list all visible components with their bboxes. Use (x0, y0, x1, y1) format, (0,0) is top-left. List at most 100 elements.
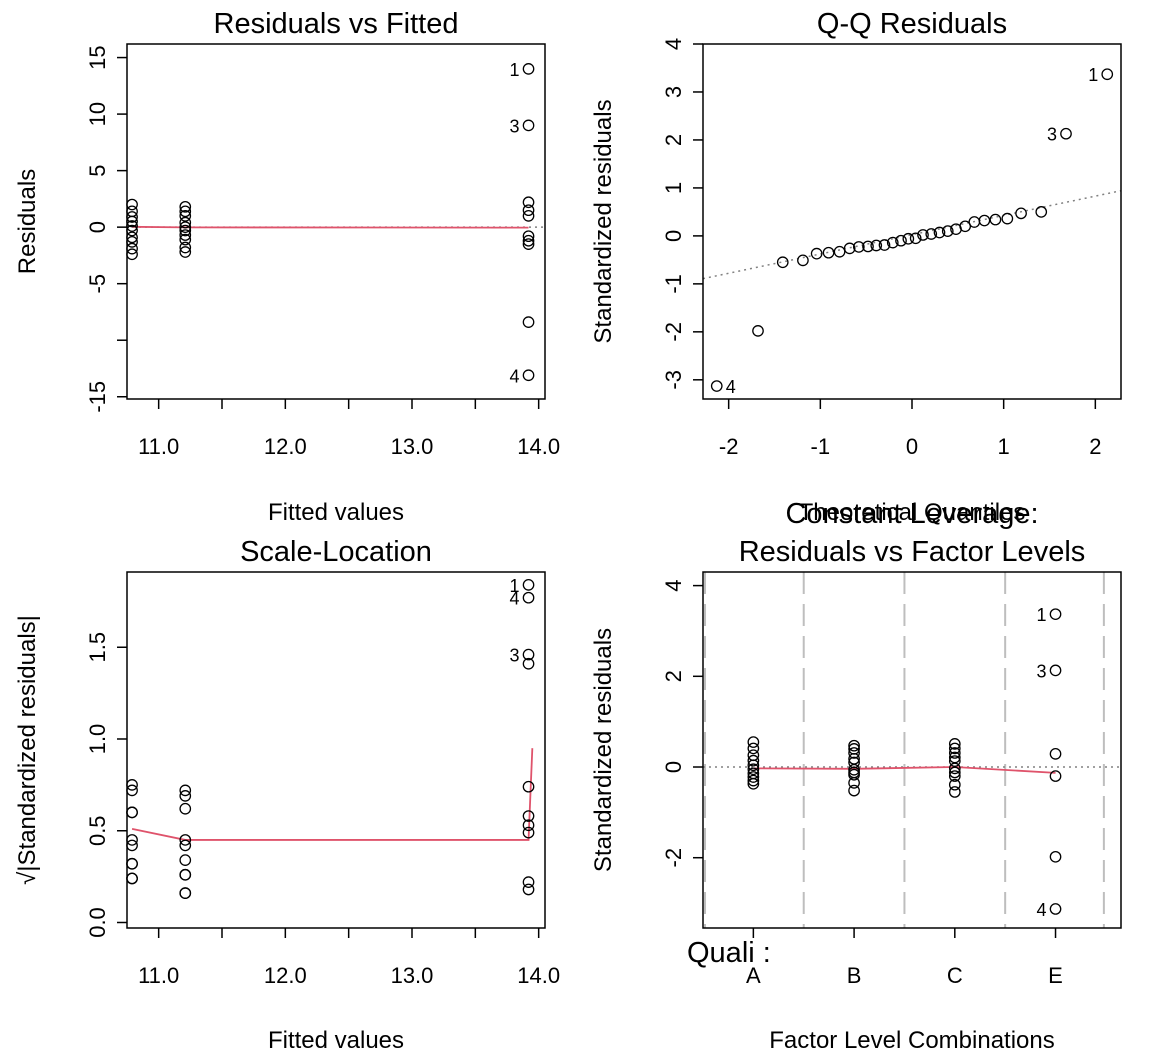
data-point (179, 209, 192, 222)
data-point (776, 256, 789, 269)
y-tick-label: 10 (85, 102, 110, 126)
qq-reference-line (702, 189, 1122, 280)
data-point (522, 63, 535, 75)
data-point (179, 868, 192, 881)
data-point (522, 119, 535, 132)
point-label: 3 (1047, 125, 1057, 145)
data-point (862, 240, 874, 253)
point-label: 1 (1037, 605, 1047, 625)
data-point (179, 224, 192, 237)
x-tick-label: -2 (719, 434, 739, 459)
x-tick-label: 0 (906, 434, 918, 459)
data-point (747, 774, 760, 787)
x-axis-label: Theoretical Quantiles (799, 499, 1026, 526)
data-point (179, 221, 192, 234)
x-tick-label: A (746, 963, 761, 988)
data-point (1035, 206, 1048, 218)
x-tick-label: B (847, 963, 862, 988)
y-tick-label: 3 (661, 86, 686, 98)
data-point (179, 802, 192, 815)
y-tick-label: -2 (661, 848, 686, 868)
data-point (886, 236, 899, 249)
data-point (1001, 212, 1014, 225)
data-point (747, 763, 760, 776)
point-label: 4 (510, 366, 520, 386)
data-point (747, 742, 760, 755)
data-point (833, 245, 846, 258)
point-label: 4 (510, 589, 520, 609)
plot-frame (126, 571, 546, 929)
data-point (522, 810, 535, 822)
data-point (902, 232, 915, 245)
data-point (747, 736, 760, 748)
plot-title: Q-Q Residuals (817, 8, 1007, 40)
data-point (179, 834, 192, 846)
data-point (1049, 770, 1062, 782)
x-tick-label: 2 (1089, 434, 1101, 459)
data-point (948, 755, 961, 767)
data-point (179, 839, 192, 852)
data-point (870, 239, 883, 252)
smooth-line (753, 766, 1056, 774)
y-tick-label: -5 (85, 274, 110, 294)
x-tick-label: E (1048, 963, 1063, 988)
residuals-vs-factor-levels-panel: 1 3 4 A B C E -2 0 2 4 Constant Leverage: Residuals … (590, 498, 1122, 1054)
data-point (948, 747, 961, 759)
y-tick-label: 2 (661, 134, 686, 146)
data-point (848, 739, 860, 752)
qq-residuals-panel: 1 3 4 -2 -1 0 1 2 -3 -2 -1 0 1 2 3 4 Q-Q Residuals Theore… (590, 8, 1122, 526)
data-point (179, 784, 192, 797)
point-label: 4 (1037, 900, 1047, 920)
data-point (948, 786, 961, 798)
data-point (522, 883, 535, 896)
data-point (948, 738, 961, 750)
data-point (522, 196, 535, 209)
data-point (179, 887, 192, 899)
data-point (909, 232, 922, 245)
data-point (179, 790, 192, 802)
data-point (843, 242, 856, 255)
data-point (1049, 608, 1062, 621)
y-tick-label: -2 (661, 322, 686, 342)
y-axis-label: √|Standardized residuals| (14, 615, 41, 885)
data-point (1060, 127, 1072, 140)
data-point (848, 763, 860, 776)
data-point (179, 233, 192, 246)
x-tick-label: 12.0 (264, 434, 307, 459)
data-point (522, 238, 535, 250)
data-point (810, 247, 823, 260)
data-point (989, 213, 1002, 226)
data-point (848, 784, 860, 797)
x-tick-label: 1 (998, 434, 1010, 459)
y-tick-label: -1 (661, 274, 686, 294)
data-point (848, 777, 860, 789)
data-point (179, 200, 192, 213)
y-tick-label: 0.5 (85, 815, 110, 846)
x-tick-label: -1 (811, 434, 831, 459)
x-tick-label: 12.0 (264, 963, 307, 988)
data-point (895, 234, 907, 247)
data-point (522, 826, 535, 839)
x-tick-label: 14.0 (517, 434, 560, 459)
data-point (747, 777, 760, 790)
data-point (710, 380, 723, 392)
y-tick-label: 0 (661, 230, 686, 242)
data-point (179, 241, 192, 254)
data-point (978, 214, 991, 227)
data-point (747, 759, 760, 772)
y-tick-label: 1 (661, 182, 686, 194)
y-tick-label: 0 (85, 221, 110, 233)
data-point (822, 246, 835, 259)
data-point (522, 234, 535, 247)
plot-frame (702, 571, 1122, 929)
x-axis-label: Fitted values (268, 1027, 404, 1054)
data-point (522, 876, 535, 888)
x-axis-label: Factor Level Combinations (769, 1027, 1054, 1054)
plot-subtitle: Residuals vs Factor Levels (739, 536, 1086, 568)
y-tick-label: 5 (85, 164, 110, 176)
data-point (522, 316, 535, 328)
residuals-vs-fitted-panel: 1 3 4 11.0 12.0 13.0 14.0 -15 -5 0 5 10 15 Residuals … (14, 8, 560, 526)
data-point (752, 325, 764, 337)
x-tick-label: 13.0 (391, 434, 434, 459)
data-point (848, 747, 860, 759)
